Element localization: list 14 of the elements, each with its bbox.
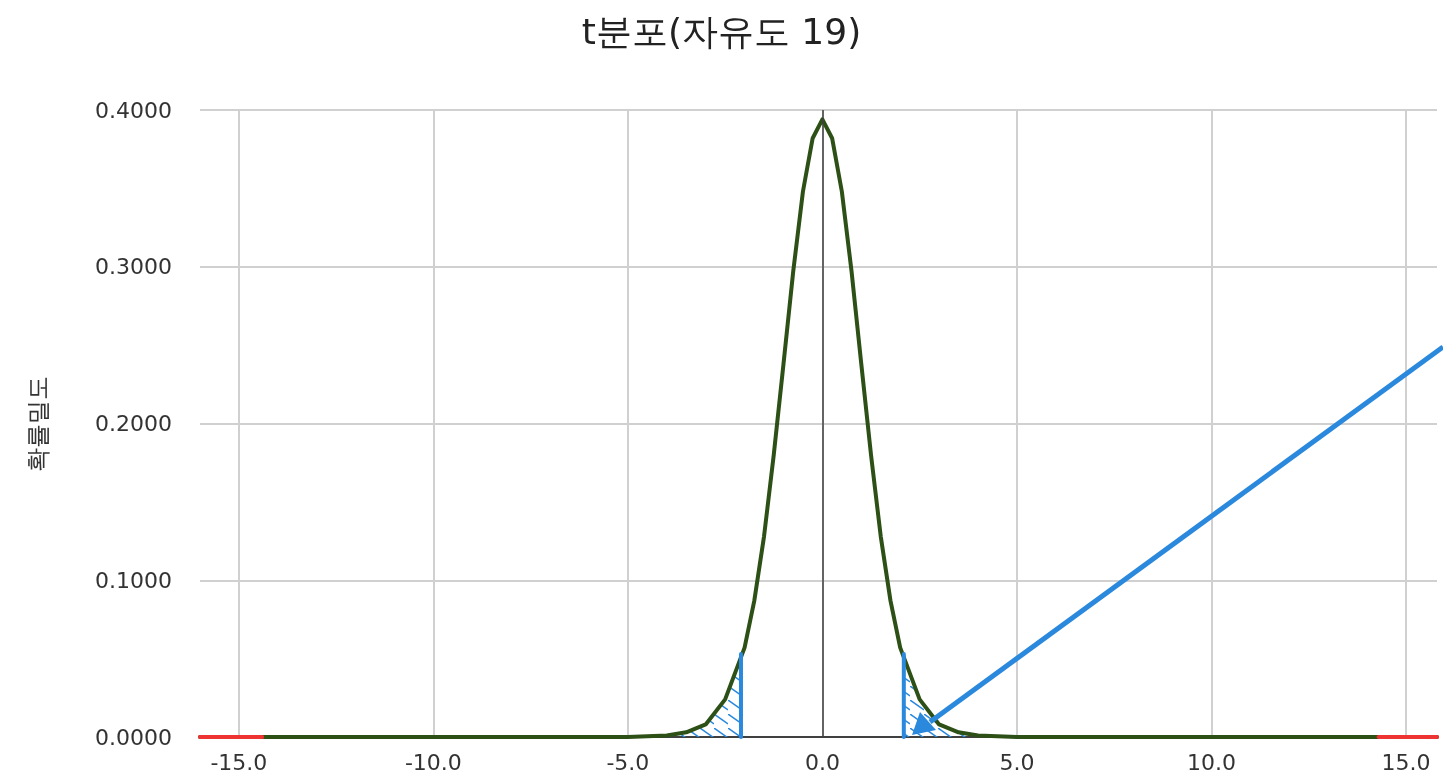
x-tick-label: -15.0 [210,749,268,775]
y-tick-label: 0.2000 [95,411,172,436]
x-tick-label: 5.0 [999,749,1035,775]
y-tick-label: 0.0000 [95,724,172,750]
x-tick-label: -10.0 [404,749,462,775]
y-tick-label: 0.4000 [95,97,172,123]
y-axis-title: 확률밀도 [24,375,52,472]
x-tick-label: 15.0 [1381,749,1431,775]
y-tick-label: 0.1000 [95,567,172,593]
chart-title: t분포(자유도 19) [581,10,862,52]
x-tick-label: 10.0 [1186,749,1236,775]
x-tick-label: -5.0 [606,749,650,775]
x-tick-label: 0.0 [804,749,840,775]
y-tick-label: 0.3000 [95,254,172,280]
